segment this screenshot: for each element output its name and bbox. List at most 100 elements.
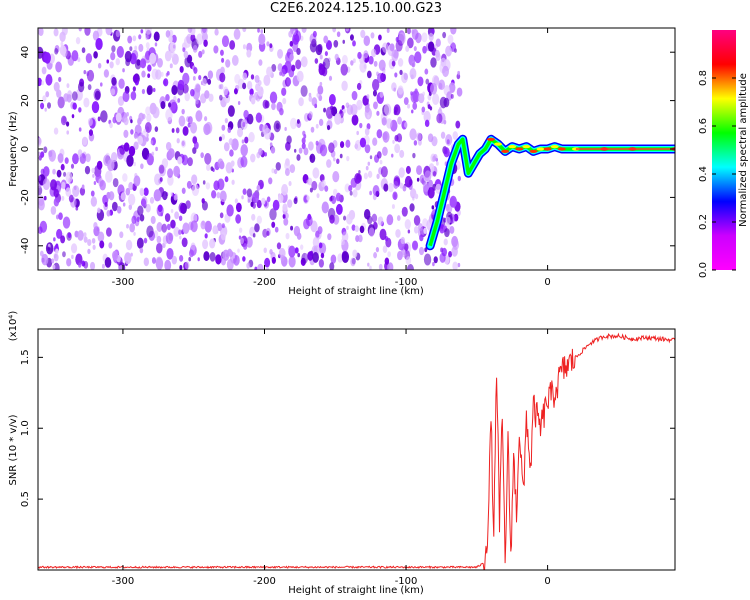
noise-speckle xyxy=(42,95,47,102)
noise-speckle xyxy=(154,126,159,132)
noise-speckle xyxy=(173,226,180,237)
noise-speckle xyxy=(243,109,249,119)
noise-speckle xyxy=(364,104,370,113)
noise-speckle xyxy=(45,74,53,86)
noise-speckle xyxy=(202,239,209,250)
noise-speckle xyxy=(231,55,239,66)
noise-speckle xyxy=(145,203,151,213)
noise-speckle xyxy=(144,121,152,134)
noise-speckle xyxy=(395,39,403,52)
noise-speckle xyxy=(88,129,94,136)
noise-speckle xyxy=(427,104,431,110)
noise-speckle xyxy=(350,103,358,116)
noise-speckle xyxy=(341,54,348,65)
noise-speckle xyxy=(50,205,57,215)
noise-speckle xyxy=(204,121,213,134)
noise-speckle xyxy=(412,90,420,103)
noise-speckle xyxy=(242,82,247,90)
noise-speckle xyxy=(166,223,171,231)
noise-speckle xyxy=(345,139,351,148)
noise-speckle xyxy=(447,34,454,45)
noise-speckle xyxy=(263,247,267,254)
noise-speckle xyxy=(206,163,211,172)
noise-speckle xyxy=(134,45,138,51)
noise-speckle xyxy=(213,45,219,54)
noise-speckle xyxy=(182,83,189,94)
y-tick-label: 1.5 xyxy=(20,349,31,365)
noise-speckle xyxy=(219,72,226,83)
noise-speckle xyxy=(139,247,144,254)
noise-speckle xyxy=(171,34,177,44)
noise-speckle xyxy=(398,167,405,178)
noise-speckle xyxy=(180,206,185,213)
noise-speckle xyxy=(190,212,198,224)
noise-speckle xyxy=(123,129,129,138)
noise-speckle xyxy=(219,212,224,219)
noise-speckle xyxy=(457,175,462,182)
noise-speckle xyxy=(366,123,371,130)
noise-speckle xyxy=(397,85,404,95)
noise-speckle xyxy=(397,58,404,67)
noise-speckle xyxy=(323,107,327,113)
noise-speckle xyxy=(315,140,319,146)
noise-speckle xyxy=(133,141,139,151)
noise-speckle xyxy=(248,131,255,143)
noise-speckle xyxy=(334,53,339,61)
noise-speckle xyxy=(319,81,323,87)
noise-speckle xyxy=(373,252,378,259)
noise-speckle xyxy=(404,219,411,230)
noise-speckle xyxy=(312,167,320,179)
noise-speckle xyxy=(450,93,454,99)
noise-speckle xyxy=(416,165,423,176)
noise-speckle xyxy=(358,170,361,175)
noise-speckle xyxy=(379,228,387,241)
noise-speckle xyxy=(393,104,401,116)
noise-speckle xyxy=(382,70,386,75)
noise-speckle xyxy=(126,154,134,167)
noise-speckle xyxy=(105,170,113,183)
noise-speckle xyxy=(39,250,44,257)
noise-speckle xyxy=(333,188,338,197)
noise-speckle xyxy=(161,223,168,233)
noise-speckle xyxy=(240,237,245,245)
noise-speckle xyxy=(376,110,380,116)
noise-speckle xyxy=(133,161,137,167)
noise-speckle xyxy=(182,47,186,53)
noise-speckle xyxy=(99,240,105,249)
noise-speckle xyxy=(364,128,370,136)
colorbar: 0.0 0.2 0.4 0.6 0.8 Normalized spectral ampl… xyxy=(698,30,749,278)
noise-speckle xyxy=(366,70,372,79)
noise-speckle xyxy=(204,220,212,233)
noise-speckle xyxy=(188,249,194,258)
noise-speckle xyxy=(416,177,420,182)
noise-speckle xyxy=(131,215,137,224)
noise-speckle xyxy=(221,133,225,140)
x-tick-label: -200 xyxy=(253,277,276,288)
noise-speckle xyxy=(130,91,137,101)
noise-speckle xyxy=(271,221,276,228)
noise-speckle xyxy=(445,134,453,146)
noise-speckle xyxy=(258,147,263,156)
noise-speckle xyxy=(265,266,270,270)
noise-speckle xyxy=(75,37,81,45)
noise-speckle xyxy=(328,142,335,153)
noise-speckle xyxy=(38,151,41,157)
x-tick-label: 0 xyxy=(544,277,550,288)
noise-speckle xyxy=(226,259,234,270)
noise-speckle xyxy=(430,57,437,68)
noise-speckle xyxy=(225,59,231,68)
noise-speckle xyxy=(195,110,203,122)
noise-speckle xyxy=(53,127,59,135)
noise-speckle xyxy=(178,215,183,222)
noise-speckle xyxy=(431,205,435,210)
noise-speckle xyxy=(407,37,414,49)
noise-speckle xyxy=(111,76,117,86)
noise-speckle xyxy=(77,230,84,241)
noise-speckle xyxy=(289,117,298,130)
noise-speckle xyxy=(126,223,129,229)
noise-speckle xyxy=(325,106,334,119)
noise-speckle xyxy=(403,97,409,106)
noise-speckle xyxy=(286,135,292,145)
noise-speckle xyxy=(365,165,369,171)
noise-speckle xyxy=(89,261,96,270)
